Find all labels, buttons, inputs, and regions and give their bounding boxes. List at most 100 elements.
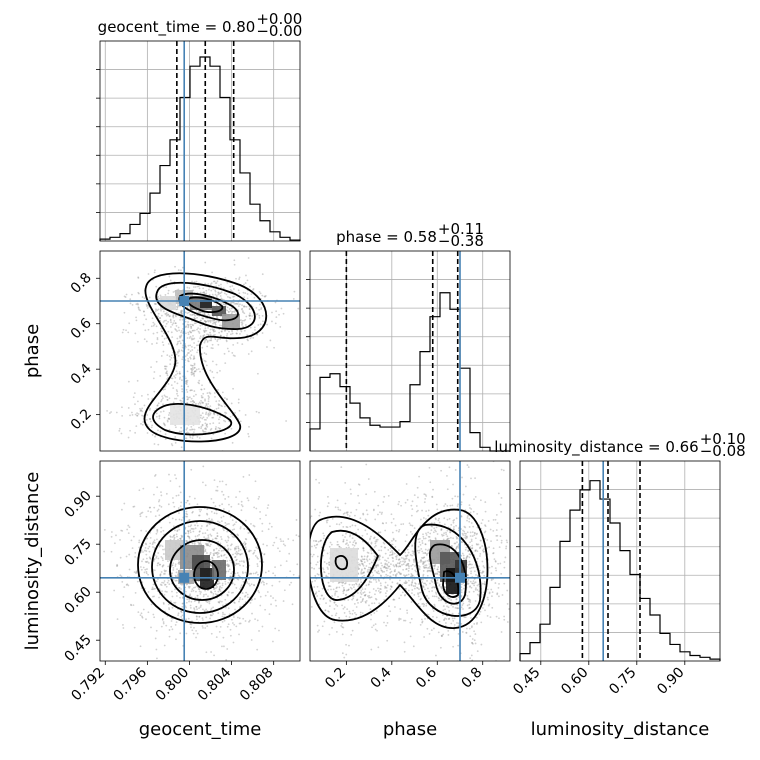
scatter-point <box>358 502 361 505</box>
scatter-point <box>224 524 227 527</box>
scatter-point <box>116 565 118 567</box>
scatter-point <box>335 603 337 606</box>
scatter-point <box>451 497 454 500</box>
scatter-point <box>187 321 189 323</box>
scatter-point <box>219 547 222 550</box>
scatter-point <box>193 281 196 284</box>
scatter-point <box>441 534 444 537</box>
scatter-point <box>194 586 197 589</box>
scatter-point <box>95 417 97 419</box>
scatter-point <box>428 569 430 572</box>
scatter-point <box>466 536 468 539</box>
scatter-point <box>347 589 349 591</box>
scatter-point <box>498 595 500 598</box>
scatter-point <box>210 632 213 635</box>
scatter-point <box>185 583 188 586</box>
scatter-point <box>435 654 437 657</box>
scatter-point <box>216 489 219 492</box>
scatter-point <box>178 371 181 373</box>
scatter-point <box>125 329 127 332</box>
scatter-point <box>434 518 437 521</box>
scatter-point <box>383 621 385 624</box>
scatter-point <box>136 414 138 417</box>
scatter-point <box>255 410 258 413</box>
scatter-point <box>419 624 422 626</box>
scatter-point <box>248 308 251 310</box>
scatter-point <box>190 364 192 367</box>
scatter-point <box>441 614 444 617</box>
scatter-point <box>373 490 376 493</box>
scatter-point <box>201 423 204 426</box>
scatter-point <box>285 420 288 422</box>
scatter-point <box>221 584 224 587</box>
scatter-point <box>364 518 367 521</box>
scatter-point <box>221 582 224 585</box>
scatter-point <box>378 549 380 552</box>
scatter-point <box>147 398 150 400</box>
scatter-point <box>362 513 365 516</box>
scatter-point <box>377 646 380 649</box>
scatter-point <box>429 481 432 484</box>
scatter-point <box>214 293 217 296</box>
scatter-point <box>495 569 498 572</box>
scatter-point <box>197 340 200 343</box>
scatter-point <box>160 314 163 317</box>
scatter-point <box>384 546 387 549</box>
scatter-point <box>333 608 336 610</box>
scatter-point <box>142 310 145 313</box>
scatter-point <box>457 644 460 647</box>
scatter-point <box>479 555 481 557</box>
scatter-point <box>202 416 205 419</box>
scatter-point <box>196 594 199 597</box>
scatter-point <box>233 523 236 526</box>
scatter-point <box>165 590 168 593</box>
scatter-point <box>163 569 166 572</box>
scatter-point <box>139 614 142 617</box>
scatter-point <box>149 542 152 545</box>
scatter-point <box>140 612 143 615</box>
scatter-point <box>127 584 130 587</box>
scatter-point <box>438 597 441 600</box>
scatter-point <box>218 555 221 558</box>
scatter-point <box>230 402 233 405</box>
scatter-point <box>193 362 196 365</box>
scatter-point <box>238 606 241 609</box>
scatter-point <box>238 409 241 412</box>
scatter-point <box>448 610 451 612</box>
scatter-point <box>196 328 198 331</box>
scatter-point <box>130 539 133 542</box>
scatter-point <box>429 532 432 535</box>
scatter-point <box>321 594 323 597</box>
scatter-point <box>222 613 225 616</box>
scatter-point <box>422 533 424 536</box>
scatter-point <box>245 591 248 594</box>
scatter-point <box>155 532 158 535</box>
scatter-point <box>402 523 405 525</box>
scatter-point <box>137 303 139 306</box>
scatter-point <box>181 397 184 400</box>
scatter-point <box>389 588 392 591</box>
scatter-point <box>366 551 369 554</box>
scatter-point <box>195 615 198 618</box>
scatter-point <box>259 292 262 295</box>
scatter-point <box>330 588 332 591</box>
scatter-point <box>235 521 238 524</box>
scatter-point <box>204 320 207 323</box>
scatter-point <box>193 390 196 392</box>
scatter-point <box>306 520 308 522</box>
scatter-point <box>170 384 173 387</box>
scatter-point <box>148 409 151 411</box>
scatter-point <box>259 517 262 520</box>
scatter-point <box>427 535 430 538</box>
scatter-point <box>369 537 372 540</box>
scatter-point <box>145 515 148 518</box>
scatter-point <box>290 493 292 495</box>
scatter-point <box>472 525 475 528</box>
scatter-point <box>419 543 422 546</box>
scatter-point <box>244 544 246 546</box>
scatter-point <box>193 370 196 373</box>
panel-frame <box>99 250 301 452</box>
scatter-point <box>384 581 387 584</box>
scatter-point <box>145 340 148 343</box>
scatter-point <box>207 398 210 400</box>
